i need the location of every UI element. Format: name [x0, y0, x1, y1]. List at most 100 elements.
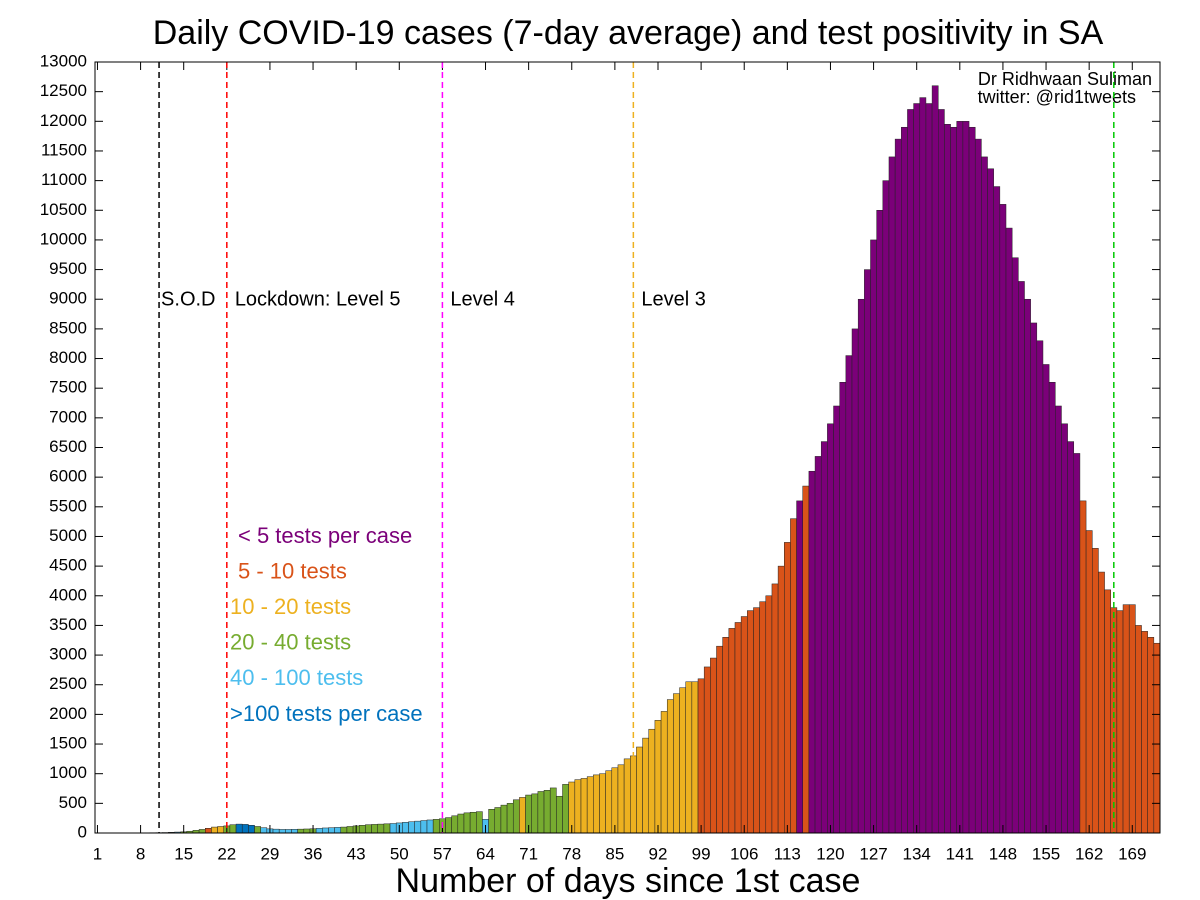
y-tick-label: 4500 [49, 556, 87, 575]
bar [956, 121, 964, 834]
y-tick-label: 1500 [49, 734, 87, 753]
bar [593, 774, 600, 834]
bar [728, 628, 736, 834]
bar [679, 687, 686, 834]
bar [962, 121, 970, 834]
legend-label: 10 - 20 tests [230, 594, 351, 619]
bar [278, 829, 286, 834]
bar [580, 778, 588, 834]
x-tick-label: 22 [217, 844, 236, 863]
bar [377, 823, 385, 834]
bar [426, 819, 434, 834]
reference-label: Level 3 [641, 288, 706, 310]
bar [703, 666, 711, 834]
x-tick-label: 8 [136, 844, 145, 863]
bar [1116, 610, 1124, 834]
bar [907, 109, 914, 834]
bar [494, 807, 502, 834]
y-tick-label: 5000 [49, 526, 87, 545]
bar [432, 819, 440, 834]
x-tick-label: 120 [816, 844, 844, 863]
bar [710, 657, 717, 834]
bar [291, 829, 298, 834]
bar [1061, 423, 1068, 834]
bar [506, 803, 514, 834]
bar [642, 737, 650, 834]
y-tick-label: 11500 [41, 140, 87, 159]
bar [334, 827, 342, 834]
bar [469, 811, 477, 834]
bar [919, 97, 927, 834]
x-tick-label: 169 [1118, 844, 1146, 863]
bar [691, 681, 699, 834]
bar [463, 812, 471, 834]
bar [753, 607, 760, 834]
x-tick-label: 99 [692, 844, 711, 863]
bar [685, 681, 693, 834]
bar [1048, 382, 1056, 834]
bar [1079, 500, 1087, 834]
bar [235, 823, 243, 834]
x-tick-label: 36 [304, 844, 323, 863]
bar [408, 821, 415, 834]
bar [1024, 298, 1031, 834]
bar [765, 595, 773, 834]
bar [784, 542, 791, 834]
bar [556, 795, 563, 834]
bar [944, 124, 951, 834]
x-tick-label: 162 [1075, 844, 1103, 863]
y-tick-label: 0 [78, 822, 87, 841]
bar [531, 793, 539, 834]
bar [790, 518, 797, 834]
y-tick-label: 2000 [49, 704, 87, 723]
bar [574, 779, 582, 834]
y-tick-label: 6500 [49, 437, 87, 456]
x-axis-label: Number of days since 1st case [396, 862, 861, 900]
bar [1030, 322, 1038, 834]
bar [648, 728, 656, 834]
bar [925, 103, 933, 834]
bar [882, 180, 890, 834]
bar [1153, 642, 1161, 834]
x-tick-label: 29 [260, 844, 279, 863]
bar [666, 699, 674, 834]
y-tick-label: 7000 [49, 407, 87, 426]
x-tick-label: 148 [989, 844, 1017, 863]
bar [340, 826, 348, 834]
bar [697, 678, 705, 834]
bar [857, 298, 865, 834]
x-tick-label: 155 [1032, 844, 1060, 863]
bar [777, 565, 785, 834]
y-tick-label: 12000 [40, 111, 87, 130]
bar [894, 138, 902, 834]
bar [315, 828, 323, 834]
bar [254, 826, 261, 834]
bar [260, 827, 268, 834]
y-tick-label: 10500 [40, 200, 87, 219]
y-tick-label: 1000 [49, 763, 87, 782]
legend-label: < 5 tests per case [238, 523, 412, 548]
bar [839, 382, 847, 834]
x-tick-label: 127 [859, 844, 887, 863]
bar [1104, 589, 1111, 834]
bar [445, 817, 452, 834]
bar [1128, 604, 1136, 834]
bar [241, 824, 249, 834]
bar [734, 622, 742, 834]
bar [328, 827, 335, 834]
bar [303, 828, 311, 834]
bar [802, 485, 810, 834]
annotation: twitter: @rid1tweets [978, 87, 1136, 107]
bar [599, 773, 606, 834]
x-tick-label: 15 [174, 844, 193, 863]
bar [414, 820, 422, 834]
bar [771, 583, 779, 834]
bar [747, 610, 754, 834]
annotation: Dr Ridhwaan Suliman [978, 69, 1152, 89]
bar [549, 787, 557, 834]
x-tick-label: 106 [730, 844, 758, 863]
bar [217, 826, 224, 834]
reference-label: Level 4 [450, 288, 515, 310]
bar [248, 825, 255, 834]
y-tick-label: 8000 [49, 348, 87, 367]
